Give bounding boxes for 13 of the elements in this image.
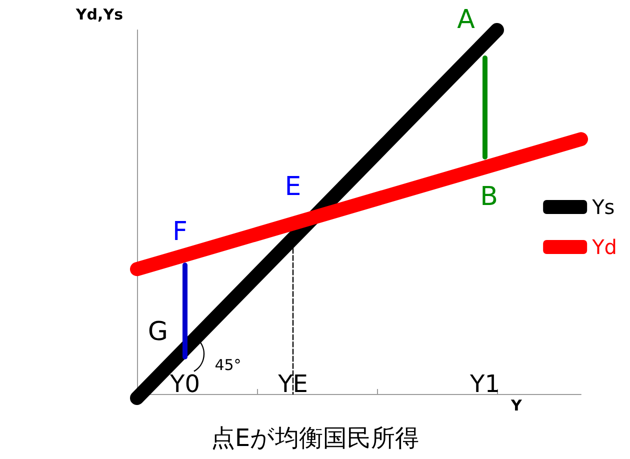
- annotation: A: [457, 5, 476, 36]
- legend-label: Yd: [591, 235, 618, 259]
- x-axis-title: Y: [510, 396, 523, 414]
- annotation: 45°: [214, 356, 242, 374]
- annotation: G: [148, 316, 168, 347]
- text: 点Eが均衡国民所得: [210, 424, 420, 452]
- x-tick-label: Y1: [469, 370, 500, 398]
- annotation: E: [284, 172, 302, 202]
- annotation: F: [172, 217, 188, 248]
- annotation: B: [480, 182, 498, 212]
- y-axis-title: Yd,Ys: [74, 6, 124, 24]
- x-tick-label: Y0: [169, 370, 200, 398]
- legend-label: Ys: [591, 195, 615, 219]
